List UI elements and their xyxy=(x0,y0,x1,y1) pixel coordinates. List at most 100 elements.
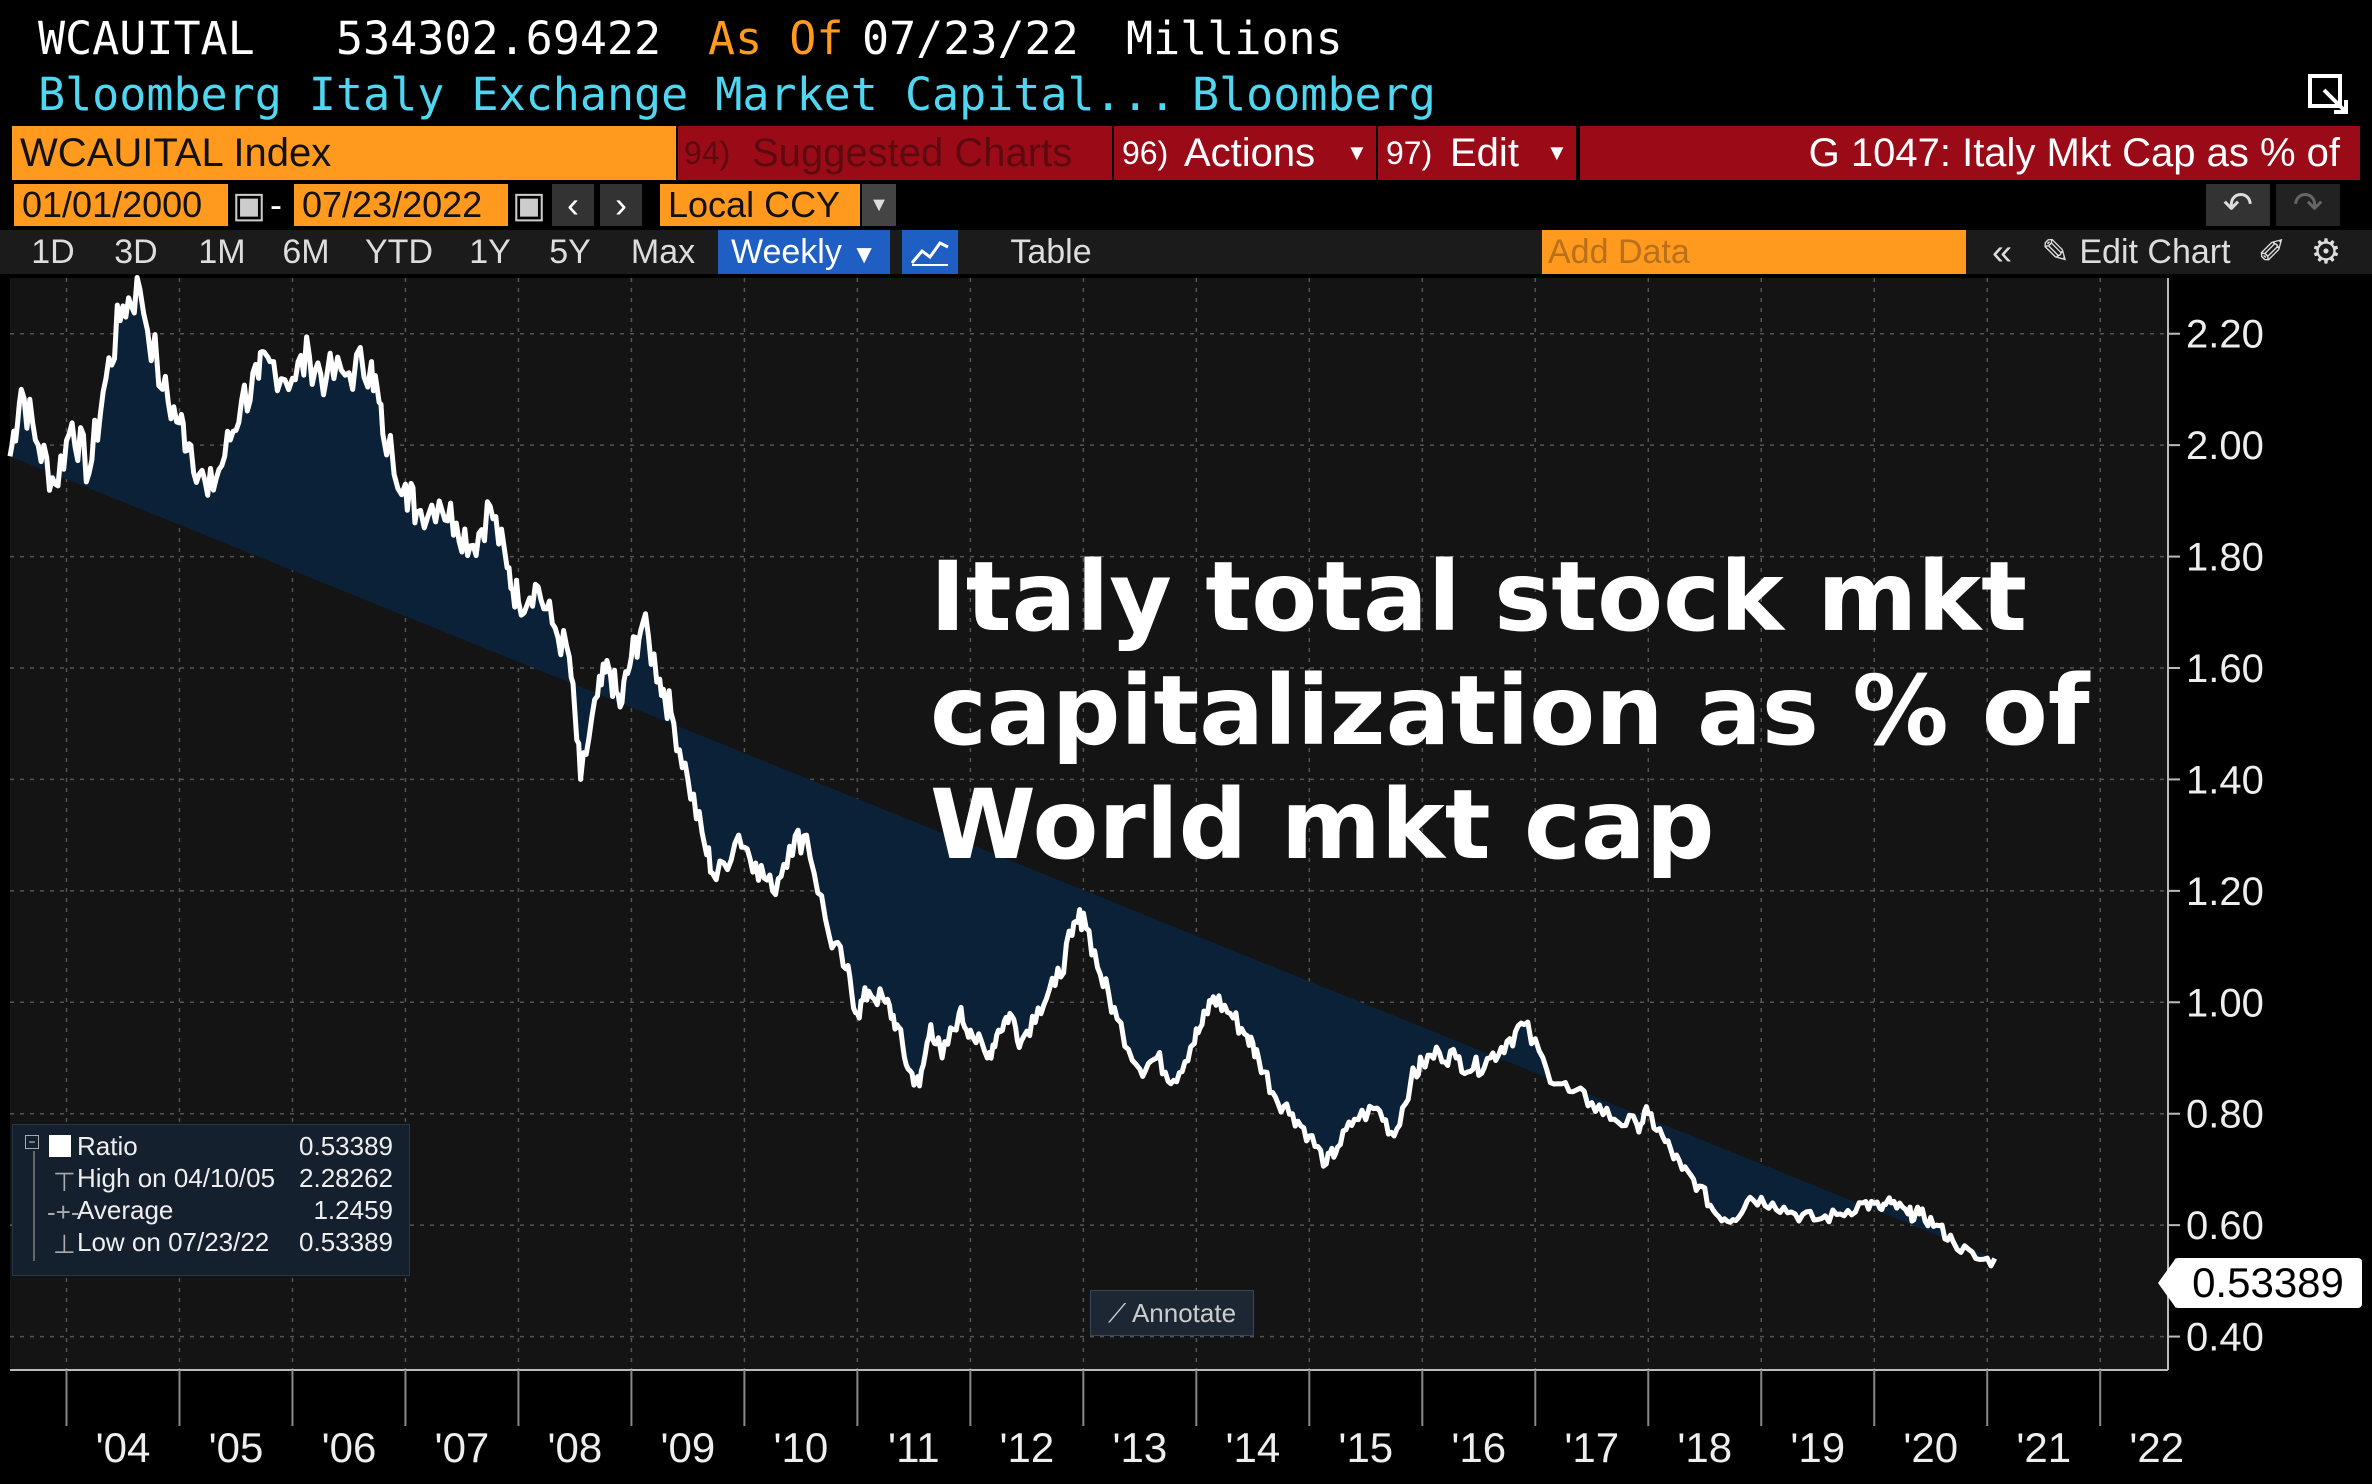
edit-label: Edit xyxy=(1450,131,1519,175)
x-tick-label: '14 xyxy=(1225,1424,1280,1471)
y-tick-label: 2.20 xyxy=(2186,313,2264,357)
source-label: Bloomberg xyxy=(1192,68,1436,121)
actions-caret-icon: ▼ xyxy=(1346,140,1368,165)
suggested-num: 94) xyxy=(684,135,731,171)
tab-1d[interactable]: 1D xyxy=(31,233,75,271)
period-toolbar: 1D 3D 1M 6M YTD 1Y 5Y Max Weekly ▼ Table… xyxy=(0,230,2372,274)
edit-chart-label: Edit Chart xyxy=(2079,233,2231,271)
actions-button[interactable]: 96) Actions ▼ xyxy=(1114,126,1376,180)
y-tick-label: 1.20 xyxy=(2186,870,2264,914)
y-tick-label: 0.60 xyxy=(2186,1204,2264,1248)
tab-ytd[interactable]: YTD xyxy=(365,233,433,271)
y-axis-ticks: 0.40 0.60 0.80 1.00 1.20 1.40 1.60 1.80 2.00 2.20 xyxy=(2168,313,2264,1360)
chart-title-bar: G 1047: Italy Mkt Cap as % of xyxy=(1580,126,2360,180)
tab-6m[interactable]: 6M xyxy=(282,233,330,271)
tab-1y[interactable]: 1Y xyxy=(469,233,511,271)
legend-average-label: Average xyxy=(77,1195,174,1225)
suggested-charts-button[interactable]: 94) Suggested Charts xyxy=(678,126,1112,180)
add-data-input[interactable]: Add Data xyxy=(1542,230,1966,274)
actions-num: 96) xyxy=(1122,135,1169,171)
table-button[interactable]: Table xyxy=(1010,233,1092,271)
tab-1m[interactable]: 1M xyxy=(198,233,246,271)
x-tick-label: '04 xyxy=(96,1424,151,1471)
security-field-text: WCAUITAL Index xyxy=(20,131,332,175)
prev-period-button[interactable]: ‹ xyxy=(552,184,594,226)
pencil-icon: ✎ xyxy=(2041,233,2070,271)
y-tick-label: 1.80 xyxy=(2186,536,2264,580)
legend-low-value: 0.53389 xyxy=(299,1227,393,1257)
security-field[interactable]: WCAUITAL Index xyxy=(12,126,676,180)
x-tick-label: '13 xyxy=(1112,1424,1167,1471)
frequency-label: Weekly xyxy=(730,233,842,271)
chart-title: G 1047: Italy Mkt Cap as % of xyxy=(1808,131,2340,175)
legend-high-row: High on 04/10/05 2.28262 xyxy=(77,1163,407,1194)
chart-annotation-title: Italy total stock mkt capitalization as … xyxy=(930,540,2090,882)
y-tick-label: 1.00 xyxy=(2186,981,2264,1025)
redo-icon[interactable]: ↷ xyxy=(2276,184,2340,226)
title-line-2: capitalization as % of xyxy=(930,655,2090,767)
y-tick-label: 0.40 xyxy=(2186,1316,2264,1360)
gear-icon[interactable]: ⚙ xyxy=(2310,233,2342,271)
currency-select[interactable]: Local CCY xyxy=(660,184,860,226)
as-of-date: 07/23/22 xyxy=(862,12,1079,65)
popout-icon[interactable] xyxy=(2306,72,2350,116)
x-tick-label: '05 xyxy=(209,1424,264,1471)
add-data-placeholder: Add Data xyxy=(1548,233,1690,271)
ticker-code: WCAUITAL xyxy=(38,12,255,65)
currency-caret-icon[interactable]: ▼ xyxy=(862,184,896,226)
next-period-button[interactable]: › xyxy=(600,184,642,226)
start-date-input[interactable]: 01/01/2000 xyxy=(14,184,228,226)
ratio-swatch[interactable] xyxy=(49,1135,71,1157)
end-date-input[interactable]: 07/23/2022 xyxy=(294,184,508,226)
edit-caret-icon: ▼ xyxy=(1546,140,1568,165)
legend-low-label: Low on 07/23/22 xyxy=(77,1227,270,1257)
collapse-legend-icon[interactable]: − xyxy=(25,1135,39,1149)
y-tick-label: 1.60 xyxy=(2186,647,2264,691)
x-tick-label: '08 xyxy=(548,1424,603,1471)
high-marker-icon: ⊤ xyxy=(53,1167,76,1197)
y-tick-label: 2.00 xyxy=(2186,424,2264,468)
undo-icon[interactable]: ↶ xyxy=(2206,184,2270,226)
x-tick-label: '09 xyxy=(661,1424,716,1471)
tab-max[interactable]: Max xyxy=(630,233,696,271)
x-tick-label: '15 xyxy=(1338,1424,1393,1471)
security-name: Bloomberg Italy Exchange Market Capital.… xyxy=(38,68,1176,121)
average-marker-icon: -+- xyxy=(47,1197,80,1227)
annotate-button[interactable]: ⟋ Annotate xyxy=(1090,1290,1254,1336)
frequency-select[interactable]: Weekly ▼ xyxy=(718,230,890,274)
x-tick-label: '12 xyxy=(999,1424,1054,1471)
as-of-label: As Of xyxy=(708,12,844,65)
x-tick-label: '20 xyxy=(1903,1424,1958,1471)
legend-low-row: Low on 07/23/22 0.53389 xyxy=(77,1227,407,1258)
series-line xyxy=(7,275,1998,1269)
actions-label: Actions xyxy=(1184,131,1316,175)
frequency-caret-icon: ▼ xyxy=(851,239,878,269)
x-tick-label: '06 xyxy=(322,1424,377,1471)
y-tick-label: 0.80 xyxy=(2186,1093,2264,1137)
line-chart-icon[interactable] xyxy=(902,230,958,274)
x-tick-label: '19 xyxy=(1790,1424,1845,1471)
edit-icon[interactable]: ✐ xyxy=(2257,233,2287,271)
legend-tree-line xyxy=(33,1151,35,1261)
title-line-3: World mkt cap xyxy=(930,769,1715,881)
collapse-icon[interactable]: « xyxy=(1991,231,2013,272)
legend-high-label: High on 04/10/05 xyxy=(77,1163,276,1193)
title-line-1: Italy total stock mkt xyxy=(930,541,2028,653)
tab-3d[interactable]: 3D xyxy=(114,233,158,271)
units-label: Millions xyxy=(1126,12,1343,65)
legend-box: − Ratio 0.53389 ⊤ High on 04/10/05 2.282… xyxy=(12,1124,410,1276)
legend-high-value: 2.28262 xyxy=(299,1163,393,1193)
x-tick-label: '17 xyxy=(1564,1424,1619,1471)
edit-button[interactable]: 97) Edit ▼ xyxy=(1378,126,1576,180)
suggested-label: Suggested Charts xyxy=(752,131,1073,175)
x-tick-label: '22 xyxy=(2129,1424,2184,1471)
legend-ratio-row: Ratio 0.53389 xyxy=(77,1131,407,1162)
tab-5y[interactable]: 5Y xyxy=(549,233,591,271)
x-axis-ticks: '04 '05 '06 '07 '08 '09 '10 '11 '12 '13 '14 '15 '16 '… xyxy=(65,1370,2184,1471)
x-tick-label: '16 xyxy=(1451,1424,1506,1471)
x-tick-label: '18 xyxy=(1677,1424,1732,1471)
x-tick-label: '21 xyxy=(2016,1424,2071,1471)
edit-chart-button[interactable]: ✎ Edit Chart xyxy=(2036,230,2236,274)
last-value-pointer xyxy=(2158,1258,2176,1308)
